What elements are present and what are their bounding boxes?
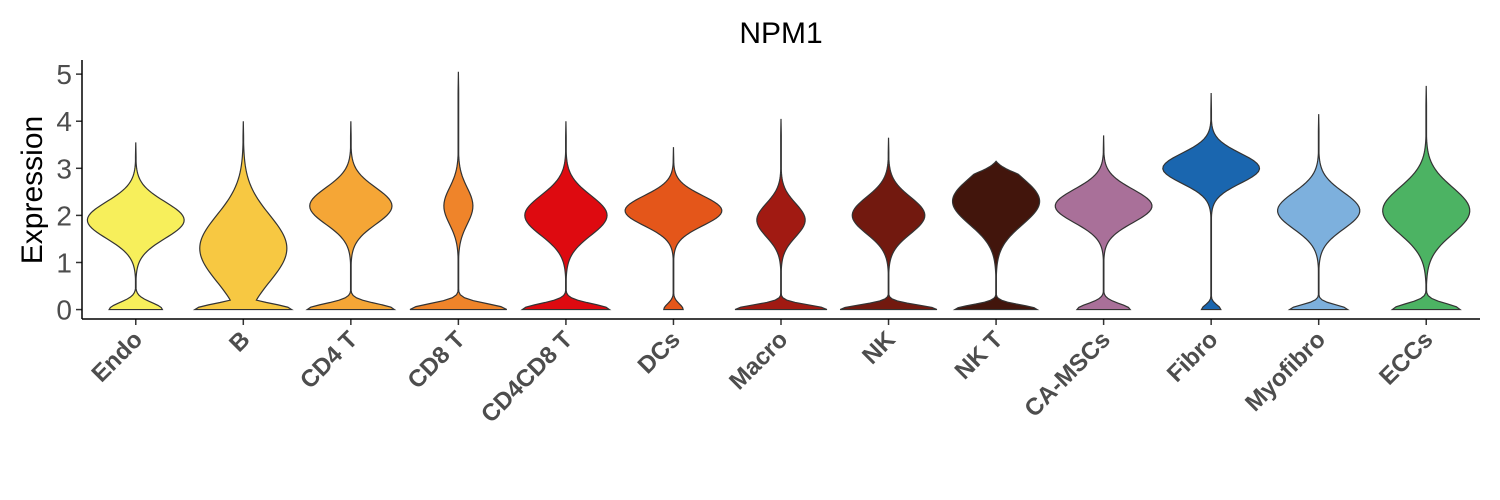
x-tick-label: NK xyxy=(857,326,901,370)
x-tick-label: Fibro xyxy=(1162,326,1224,388)
x-tick-label: B xyxy=(224,326,255,357)
violin-cd4-t xyxy=(305,121,397,311)
x-tick-label: CD8 T xyxy=(403,326,471,394)
x-tick-label: Macro xyxy=(724,326,793,395)
x-tick-label: CD4CD8 T xyxy=(476,326,578,428)
x-tick-label: NK T xyxy=(950,326,1009,385)
y-axis-label: Expression xyxy=(16,116,49,264)
y-axis-ticks: 0 1 2 3 4 5 xyxy=(56,59,82,326)
x-axis-ticks: Endo B CD4 T CD8 T CD4CD8 T DCs Macro NK NK T CA-… xyxy=(86,319,1438,428)
x-tick-label: Endo xyxy=(86,326,148,388)
x-tick-label: CD4 T xyxy=(295,326,363,394)
violin-nk-t xyxy=(951,160,1041,311)
y-tick-label: 4 xyxy=(56,106,72,137)
violin-cd8-t xyxy=(409,71,508,311)
violin-endo xyxy=(86,142,185,311)
violin-cd4cd8-t xyxy=(520,121,612,311)
y-tick-label: 5 xyxy=(56,59,72,90)
x-tick-label: Myofibro xyxy=(1240,326,1331,417)
violin-eccs xyxy=(1382,85,1471,311)
y-tick-label: 0 xyxy=(56,295,72,326)
violin-dcs xyxy=(624,147,723,311)
y-tick-label: 3 xyxy=(56,153,72,184)
violin-myofibro xyxy=(1277,114,1361,311)
y-tick-label: 2 xyxy=(56,200,72,231)
x-tick-label: DCs xyxy=(633,326,686,379)
violin-nk xyxy=(839,137,938,311)
violin-fibro xyxy=(1162,92,1261,311)
violin-ca-mscs xyxy=(1054,135,1153,311)
violins-group xyxy=(86,71,1471,311)
chart-title: NPM1 xyxy=(739,17,822,50)
y-tick-label: 1 xyxy=(56,247,72,278)
x-tick-label: ECCs xyxy=(1374,326,1438,390)
violin-macro xyxy=(734,118,828,311)
x-tick-label: CA-MSCs xyxy=(1019,326,1115,422)
violin-b xyxy=(192,121,294,311)
